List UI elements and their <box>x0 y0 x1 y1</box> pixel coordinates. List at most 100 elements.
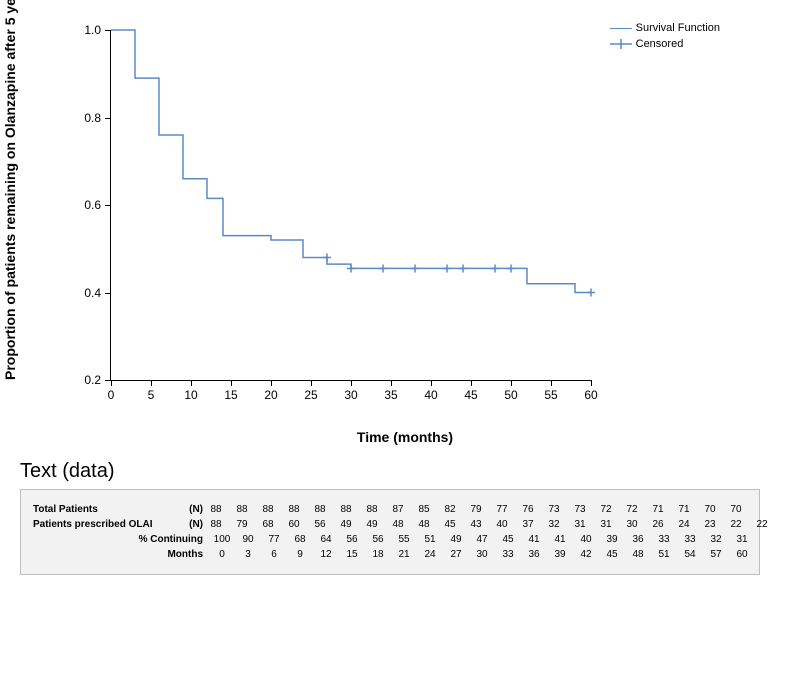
y-axis-label: Proportion of patients remaining on Olan… <box>2 80 18 380</box>
table-cell: 0 <box>209 549 235 560</box>
table-cell: 43 <box>463 519 489 530</box>
table-cell: 60 <box>729 549 755 560</box>
x-tick-label: 15 <box>224 380 237 402</box>
table-cell: 51 <box>417 534 443 545</box>
table-cell: 57 <box>703 549 729 560</box>
table-cell: 56 <box>307 519 333 530</box>
legend-label: Survival Function <box>636 22 720 34</box>
x-tick-label: 0 <box>108 380 115 402</box>
table-cell: 45 <box>437 519 463 530</box>
table-cell: 47 <box>469 534 495 545</box>
x-tick-label: 45 <box>464 380 477 402</box>
table-cell: 48 <box>625 549 651 560</box>
y-tick-label: 1.0 <box>84 23 111 37</box>
table-cell: 55 <box>391 534 417 545</box>
table-cell: 27 <box>443 549 469 560</box>
table-cell: 33 <box>677 534 703 545</box>
table-cell: 79 <box>229 519 255 530</box>
table-cell: 40 <box>489 519 515 530</box>
table-cell: 36 <box>521 549 547 560</box>
survival-chart: Proportion of patients remaining on Olan… <box>20 20 720 440</box>
table-cell: 71 <box>645 504 671 515</box>
table-cell: 45 <box>599 549 625 560</box>
x-tick-label: 30 <box>344 380 357 402</box>
x-tick-label: 55 <box>544 380 557 402</box>
table-cell: 77 <box>489 504 515 515</box>
plot-area: 0.20.40.60.81.0051015202530354045505560 <box>110 30 591 381</box>
table-cell: 73 <box>567 504 593 515</box>
table-cell: 90 <box>235 534 261 545</box>
table-cell: 76 <box>515 504 541 515</box>
table-cell: 39 <box>547 549 573 560</box>
table-cell: 77 <box>261 534 287 545</box>
table-cell: 30 <box>469 549 495 560</box>
table-cell: 70 <box>697 504 723 515</box>
table-cell: 73 <box>541 504 567 515</box>
x-tick-label: 50 <box>504 380 517 402</box>
table-row: % Continuing1009077686456565551494745414… <box>33 534 747 545</box>
x-tick-label: 40 <box>424 380 437 402</box>
survival-line <box>111 30 591 380</box>
table-cell: 49 <box>359 519 385 530</box>
x-tick-label: 5 <box>148 380 155 402</box>
table-cell: 23 <box>697 519 723 530</box>
x-tick-label: 25 <box>304 380 317 402</box>
table-cell: 33 <box>651 534 677 545</box>
table-cell: 72 <box>593 504 619 515</box>
row-label: Patients prescribed OLAI(N) <box>33 519 203 530</box>
data-table: Total Patients(N)88888888888888878582797… <box>20 489 760 575</box>
table-cell: 88 <box>359 504 385 515</box>
table-cell: 100 <box>209 534 235 545</box>
legend-plus-icon <box>610 38 632 50</box>
y-tick-label: 0.4 <box>84 286 111 300</box>
table-cell: 49 <box>443 534 469 545</box>
table-cell: 88 <box>203 504 229 515</box>
table-cell: 31 <box>729 534 755 545</box>
table-cell: 37 <box>515 519 541 530</box>
table-cell: 32 <box>541 519 567 530</box>
table-cell: 24 <box>417 549 443 560</box>
table-cell: 60 <box>281 519 307 530</box>
table-cell: 87 <box>385 504 411 515</box>
table-cell: 68 <box>255 519 281 530</box>
table-cell: 24 <box>671 519 697 530</box>
table-cell: 22 <box>723 519 749 530</box>
row-label: Total Patients(N) <box>33 504 203 515</box>
table-row: Total Patients(N)88888888888888878582797… <box>33 504 747 515</box>
table-cell: 71 <box>671 504 697 515</box>
table-cell: 79 <box>463 504 489 515</box>
y-tick-label: 0.6 <box>84 198 111 212</box>
table-cell: 48 <box>385 519 411 530</box>
table-cell: 88 <box>333 504 359 515</box>
table-cell: 88 <box>255 504 281 515</box>
table-cell: 54 <box>677 549 703 560</box>
y-tick-label: 0.8 <box>84 111 111 125</box>
legend-item: Survival Function <box>610 20 720 36</box>
table-cell: 41 <box>547 534 573 545</box>
table-cell: 21 <box>391 549 417 560</box>
table-row: Patients prescribed OLAI(N)8879686056494… <box>33 519 747 530</box>
chart-legend: Survival FunctionCensored <box>610 20 720 52</box>
table-cell: 30 <box>619 519 645 530</box>
table-cell: 48 <box>411 519 437 530</box>
table-cell: 68 <box>287 534 313 545</box>
table-cell: 72 <box>619 504 645 515</box>
table-cell: 26 <box>645 519 671 530</box>
table-row: Months0369121518212427303336394245485154… <box>33 549 747 560</box>
row-label: % Continuing <box>33 534 209 545</box>
table-cell: 42 <box>573 549 599 560</box>
table-cell: 45 <box>495 534 521 545</box>
table-cell: 31 <box>567 519 593 530</box>
table-cell: 18 <box>365 549 391 560</box>
x-axis-label: Time (months) <box>357 429 453 445</box>
table-cell: 9 <box>287 549 313 560</box>
row-label: Months <box>33 549 209 560</box>
table-cell: 56 <box>365 534 391 545</box>
table-cell: 3 <box>235 549 261 560</box>
table-cell: 88 <box>229 504 255 515</box>
table-cell: 36 <box>625 534 651 545</box>
table-cell: 32 <box>703 534 729 545</box>
table-cell: 6 <box>261 549 287 560</box>
table-cell: 51 <box>651 549 677 560</box>
table-cell: 22 <box>749 519 775 530</box>
